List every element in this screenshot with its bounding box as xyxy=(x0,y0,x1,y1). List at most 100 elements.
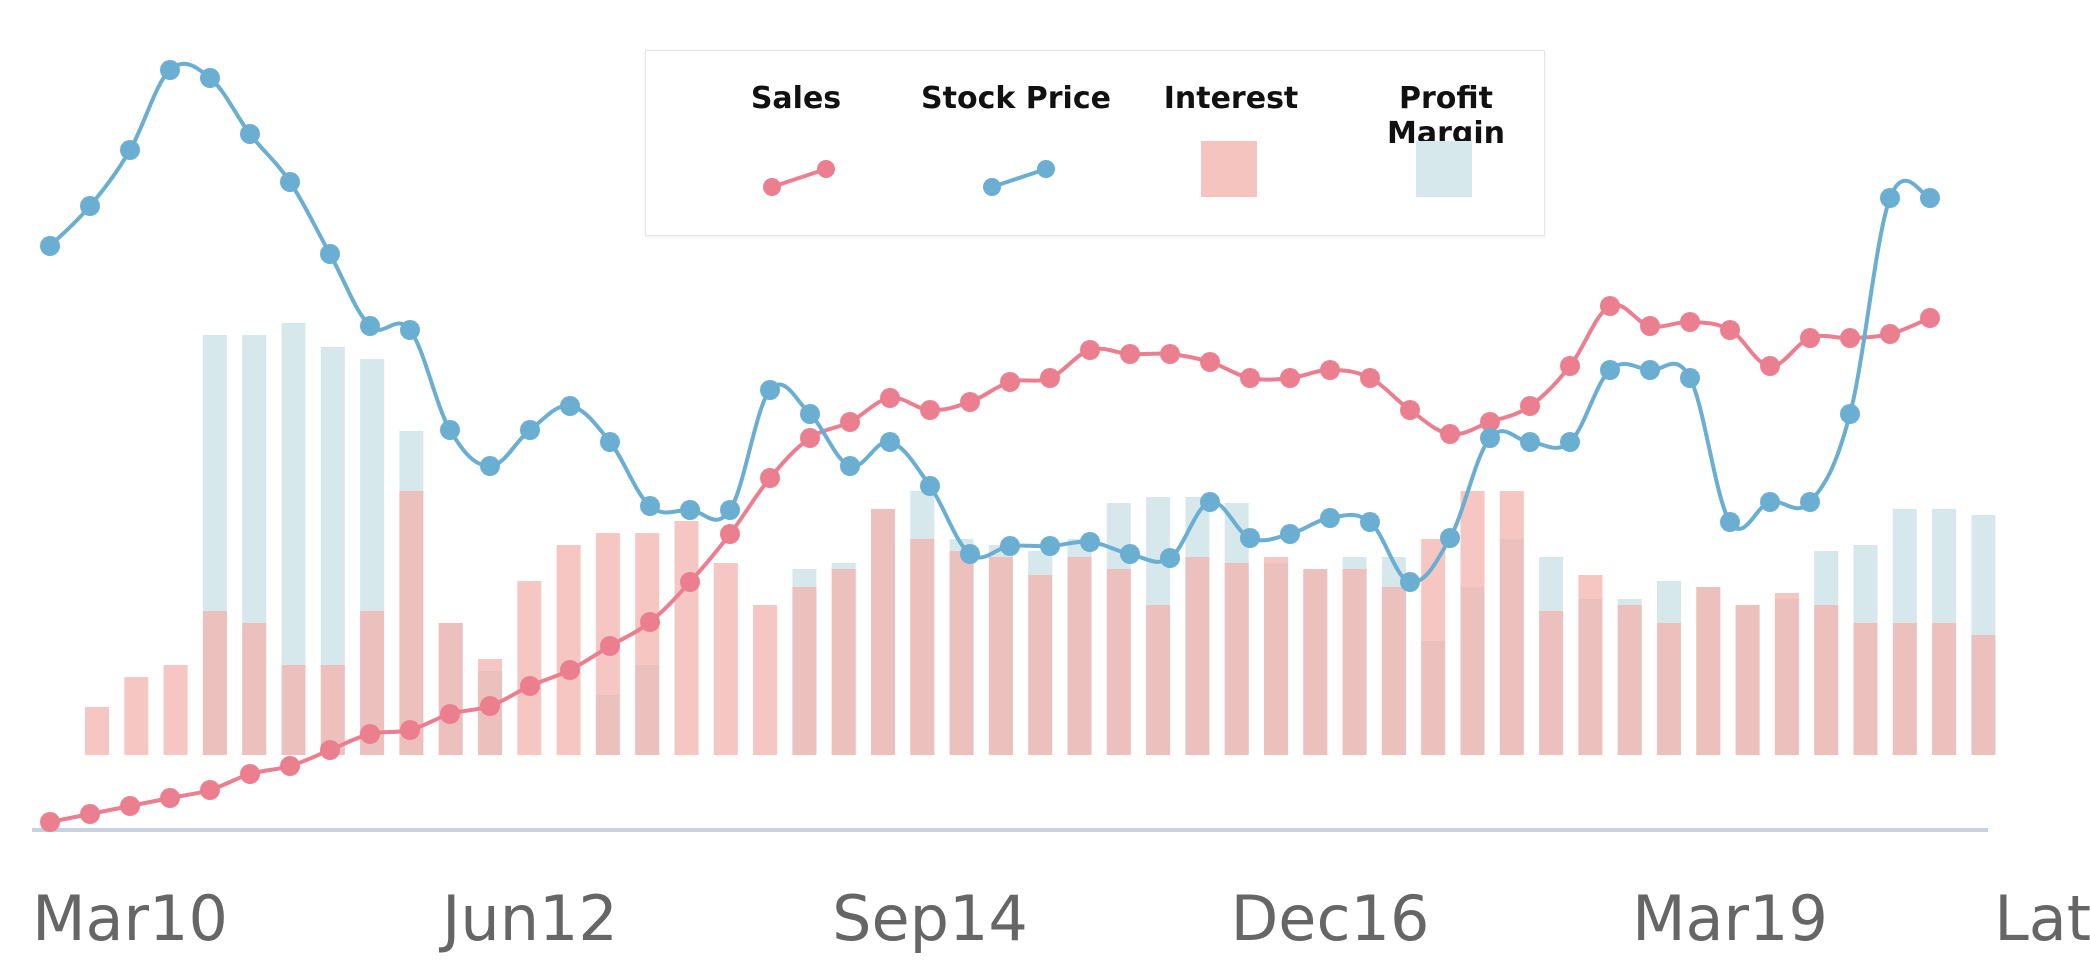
point-stock-price-6[interactable] xyxy=(280,172,300,192)
point-sales-8[interactable] xyxy=(360,724,380,744)
point-stock-price-13[interactable] xyxy=(560,396,580,416)
point-sales-35[interactable] xyxy=(1440,424,1460,444)
legend-item-stock-price[interactable]: Stock Price xyxy=(916,51,1116,237)
point-sales-30[interactable] xyxy=(1240,368,1260,388)
point-sales-17[interactable] xyxy=(720,524,740,544)
point-sales-20[interactable] xyxy=(840,412,860,432)
point-sales-10[interactable] xyxy=(440,704,460,724)
point-stock-price-32[interactable] xyxy=(1320,508,1340,528)
point-sales-29[interactable] xyxy=(1200,352,1220,372)
point-sales-15[interactable] xyxy=(640,612,660,632)
point-stock-price-17[interactable] xyxy=(720,500,740,520)
point-sales-25[interactable] xyxy=(1040,368,1060,388)
point-sales-24[interactable] xyxy=(1000,372,1020,392)
point-sales-45[interactable] xyxy=(1840,328,1860,348)
point-stock-price-43[interactable] xyxy=(1760,492,1780,512)
point-stock-price-10[interactable] xyxy=(440,420,460,440)
point-sales-42[interactable] xyxy=(1720,320,1740,340)
point-stock-price-46[interactable] xyxy=(1880,188,1900,208)
point-sales-37[interactable] xyxy=(1520,396,1540,416)
point-sales-12[interactable] xyxy=(520,676,540,696)
point-stock-price-1[interactable] xyxy=(80,196,100,216)
point-stock-price-16[interactable] xyxy=(680,500,700,520)
point-sales-7[interactable] xyxy=(320,740,340,760)
point-sales-34[interactable] xyxy=(1400,400,1420,420)
point-stock-price-23[interactable] xyxy=(960,544,980,564)
point-sales-36[interactable] xyxy=(1480,412,1500,432)
point-stock-price-41[interactable] xyxy=(1680,368,1700,388)
point-sales-21[interactable] xyxy=(880,388,900,408)
point-sales-9[interactable] xyxy=(400,720,420,740)
point-stock-price-25[interactable] xyxy=(1040,536,1060,556)
point-stock-price-11[interactable] xyxy=(480,456,500,476)
point-stock-price-45[interactable] xyxy=(1840,404,1860,424)
point-stock-price-28[interactable] xyxy=(1160,548,1180,568)
point-sales-47[interactable] xyxy=(1920,308,1940,328)
point-stock-price-14[interactable] xyxy=(600,432,620,452)
point-sales-32[interactable] xyxy=(1320,360,1340,380)
point-stock-price-4[interactable] xyxy=(200,68,220,88)
point-sales-0[interactable] xyxy=(40,812,60,832)
point-stock-price-12[interactable] xyxy=(520,420,540,440)
point-sales-11[interactable] xyxy=(480,696,500,716)
point-stock-price-37[interactable] xyxy=(1520,432,1540,452)
point-sales-44[interactable] xyxy=(1800,328,1820,348)
point-stock-price-0[interactable] xyxy=(40,236,60,256)
point-sales-31[interactable] xyxy=(1280,368,1300,388)
point-stock-price-9[interactable] xyxy=(400,320,420,340)
point-stock-price-42[interactable] xyxy=(1720,512,1740,532)
point-sales-43[interactable] xyxy=(1760,356,1780,376)
point-sales-33[interactable] xyxy=(1360,368,1380,388)
legend-item-sales[interactable]: Sales xyxy=(696,51,896,237)
point-sales-6[interactable] xyxy=(280,756,300,776)
point-sales-27[interactable] xyxy=(1120,344,1140,364)
point-stock-price-21[interactable] xyxy=(880,432,900,452)
point-stock-price-5[interactable] xyxy=(240,124,260,144)
point-stock-price-36[interactable] xyxy=(1480,428,1500,448)
point-stock-price-19[interactable] xyxy=(800,404,820,424)
point-sales-39[interactable] xyxy=(1600,296,1620,316)
point-sales-13[interactable] xyxy=(560,660,580,680)
point-stock-price-2[interactable] xyxy=(120,140,140,160)
point-stock-price-30[interactable] xyxy=(1240,528,1260,548)
point-stock-price-31[interactable] xyxy=(1280,524,1300,544)
point-sales-2[interactable] xyxy=(120,796,140,816)
point-stock-price-20[interactable] xyxy=(840,456,860,476)
point-stock-price-47[interactable] xyxy=(1920,188,1940,208)
point-sales-22[interactable] xyxy=(920,400,940,420)
point-stock-price-40[interactable] xyxy=(1640,360,1660,380)
point-stock-price-15[interactable] xyxy=(640,496,660,516)
point-sales-19[interactable] xyxy=(800,428,820,448)
point-stock-price-35[interactable] xyxy=(1440,528,1460,548)
point-stock-price-3[interactable] xyxy=(160,60,180,80)
point-sales-41[interactable] xyxy=(1680,312,1700,332)
point-sales-18[interactable] xyxy=(760,468,780,488)
point-stock-price-7[interactable] xyxy=(320,244,340,264)
point-sales-14[interactable] xyxy=(600,636,620,656)
point-sales-38[interactable] xyxy=(1560,356,1580,376)
point-stock-price-27[interactable] xyxy=(1120,544,1140,564)
point-stock-price-44[interactable] xyxy=(1800,492,1820,512)
point-sales-40[interactable] xyxy=(1640,316,1660,336)
legend-item-profit-margin[interactable]: Profit Margin xyxy=(1346,51,1546,237)
point-sales-16[interactable] xyxy=(680,572,700,592)
point-stock-price-24[interactable] xyxy=(1000,536,1020,556)
point-stock-price-8[interactable] xyxy=(360,316,380,336)
point-stock-price-33[interactable] xyxy=(1360,512,1380,532)
point-stock-price-29[interactable] xyxy=(1200,492,1220,512)
point-sales-28[interactable] xyxy=(1160,344,1180,364)
point-sales-1[interactable] xyxy=(80,804,100,824)
point-sales-5[interactable] xyxy=(240,764,260,784)
point-sales-46[interactable] xyxy=(1880,324,1900,344)
point-stock-price-26[interactable] xyxy=(1080,532,1100,552)
point-sales-26[interactable] xyxy=(1080,340,1100,360)
point-sales-4[interactable] xyxy=(200,780,220,800)
point-sales-23[interactable] xyxy=(960,392,980,412)
point-stock-price-34[interactable] xyxy=(1400,572,1420,592)
point-stock-price-18[interactable] xyxy=(760,380,780,400)
point-sales-3[interactable] xyxy=(160,788,180,808)
point-stock-price-39[interactable] xyxy=(1600,360,1620,380)
point-stock-price-38[interactable] xyxy=(1560,432,1580,452)
point-stock-price-22[interactable] xyxy=(920,476,940,496)
legend-item-interest[interactable]: Interest xyxy=(1131,51,1331,237)
